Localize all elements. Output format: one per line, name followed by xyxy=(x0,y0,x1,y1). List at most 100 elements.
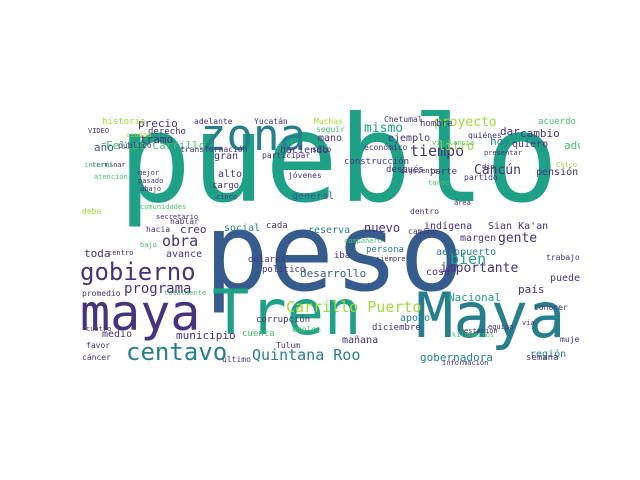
word-equipo: equipo xyxy=(488,323,514,331)
word-ultimo: último xyxy=(222,355,251,364)
word-importante: importante xyxy=(440,261,519,276)
word-quiero: quiero xyxy=(512,139,549,150)
word-favor: favor xyxy=(86,341,111,350)
word-gran: gran xyxy=(214,151,239,162)
word-ano: año xyxy=(94,141,114,154)
word-trabajo: trabajo xyxy=(546,253,580,262)
word-tulum: Tulum xyxy=(276,341,301,350)
word-mismo: mismo xyxy=(364,121,404,136)
word-maya: maya xyxy=(80,284,201,342)
word-region: región xyxy=(530,349,567,360)
word-dentro: dentro xyxy=(410,207,439,216)
word-corrupcion: corrupción xyxy=(256,315,311,325)
word-gente: gente xyxy=(498,231,538,246)
word-cambio: cambio xyxy=(520,127,560,140)
word-centro: centro xyxy=(108,249,134,257)
word-haciendo: haciendo xyxy=(280,145,329,156)
word-hablar: hablar xyxy=(170,217,199,226)
word-cuenta: cuenta xyxy=(242,329,275,339)
word-hoy: hoy xyxy=(490,135,510,148)
word-comunidades: comunidades xyxy=(140,203,187,211)
word-dio: dio xyxy=(482,163,495,171)
word-gobernadora: gobernadora xyxy=(420,351,493,364)
word-partido: partido xyxy=(464,173,498,182)
word-semana: semana xyxy=(526,353,559,363)
word-mano: mano xyxy=(318,133,343,144)
word-cinco: cinco xyxy=(216,193,238,201)
word-participar: participar xyxy=(262,151,311,160)
word-mejor: mejor xyxy=(138,169,160,177)
word-obra: obra xyxy=(162,232,199,250)
word-video: VIDEO xyxy=(88,127,110,135)
word-toda: toda xyxy=(84,247,111,260)
word-acuerdo: acuerdo xyxy=(538,117,576,127)
word-carrillo-puerto: Carrillo Puerto xyxy=(286,298,422,316)
word-diciembre: diciembre xyxy=(372,323,421,333)
word-solo: sólo xyxy=(312,145,332,154)
word-dolares: dólares xyxy=(248,255,286,265)
word-tarde: tarde xyxy=(428,179,450,187)
word-cancer: cáncer xyxy=(82,353,111,362)
word-litro: litro xyxy=(438,139,475,153)
word-ejemplo: ejemplo xyxy=(388,133,431,144)
word-nuevo: nuevo xyxy=(364,221,401,235)
word-terminar: terminar xyxy=(92,161,126,169)
word-sian-kaan: Sian Ka'an xyxy=(488,221,549,232)
word-secretario: secretario xyxy=(156,213,199,221)
word-parte: parte xyxy=(430,167,458,177)
word-mujeres: mujeres xyxy=(560,335,580,344)
word-construccion: construcción xyxy=(344,157,410,167)
word-seguir: seguir xyxy=(316,125,345,134)
word-precio: precio xyxy=(138,117,178,130)
word-social: social xyxy=(224,223,261,234)
word-felipe-carrillo: Felipe Carrillo xyxy=(106,139,206,152)
word-hombre: hombre xyxy=(420,119,453,129)
word-manana: mañana xyxy=(342,335,379,346)
word-jovenes: jóvenes xyxy=(288,171,322,180)
word-centavo: centavo xyxy=(126,338,228,366)
word-politico: político xyxy=(262,265,306,275)
word-muchas: Muchas xyxy=(314,117,343,126)
word-transformacion: transformación xyxy=(180,145,248,154)
word-totalmente: totalmente xyxy=(164,289,207,297)
word-adelante: adelante xyxy=(194,117,233,126)
word-aeropuerto: aeropuerto xyxy=(436,247,497,258)
word-municipio: municipio xyxy=(176,329,236,342)
word-quintana-roo: Quintana Roo xyxy=(252,346,361,364)
word-siempre: siempre xyxy=(376,255,406,263)
word-companero: compañero xyxy=(344,237,382,245)
word-desarrollo: desarrollo xyxy=(300,267,367,280)
word-avance: avance xyxy=(166,249,203,260)
word-pension: pensión xyxy=(536,167,579,178)
word-cada: cada xyxy=(266,221,288,231)
word-tramo: tramo xyxy=(140,133,174,146)
word-persona: persona xyxy=(366,245,404,255)
word-bajo: bajo xyxy=(140,241,157,249)
word-kilometros: kilómetros xyxy=(452,331,495,339)
word-promedio: promedio xyxy=(82,289,121,298)
word-creo: creo xyxy=(180,223,207,236)
word-abajo: abajo xyxy=(140,185,162,193)
word-camino: camino xyxy=(408,227,437,236)
word-tiempo: tiempo xyxy=(410,142,465,160)
word-dar: dar xyxy=(500,125,520,138)
word-interes: interés xyxy=(84,161,114,169)
word-area: área xyxy=(454,199,471,207)
word-publico: público xyxy=(118,141,152,150)
word-yucatan: Yucatán xyxy=(254,117,288,126)
word-vigilancia: vigilancia xyxy=(432,139,475,147)
word-apoyo: apoyo xyxy=(400,313,431,324)
word-ciudad: ciudad xyxy=(126,131,152,139)
word-hacia: hacia xyxy=(146,225,171,234)
word-medio: medio xyxy=(102,329,133,340)
word-peso: peso xyxy=(204,191,465,316)
word-cloud: pueblo peso Tren Maya maya zona gobierno… xyxy=(80,110,580,370)
word-derecho: derecho xyxy=(148,127,186,137)
word-despues: después xyxy=(386,165,424,175)
word-gobierno: gobierno xyxy=(80,258,196,286)
word-estacion: estación xyxy=(464,327,498,335)
word-zona: zona xyxy=(200,110,306,161)
word-programa: programa xyxy=(124,281,192,297)
word-iba: iba xyxy=(334,251,351,261)
word-atencion: atención xyxy=(94,173,128,181)
